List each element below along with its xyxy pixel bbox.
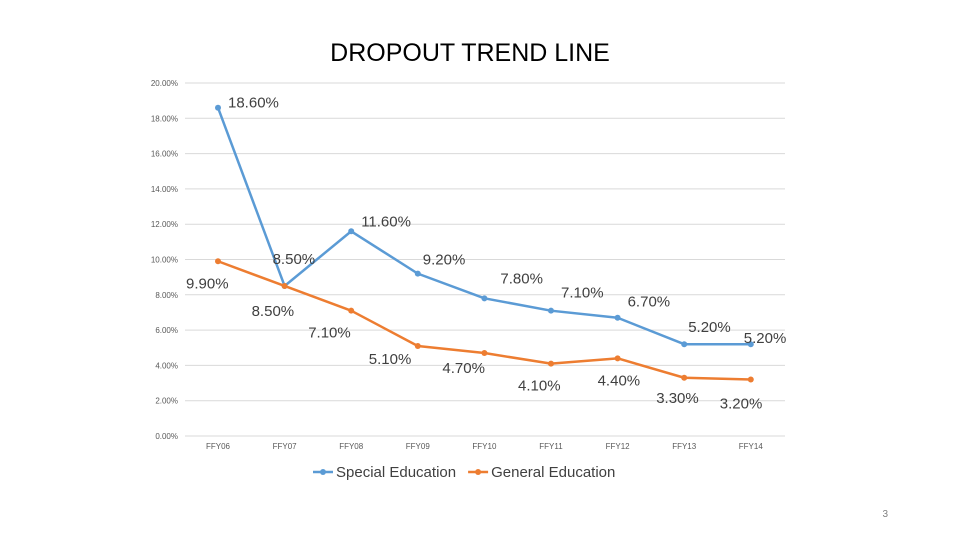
legend-item: Special Education <box>313 464 456 481</box>
data-label: 4.10% <box>518 378 561 395</box>
chart-title: DROPOUT TREND LINE <box>330 39 610 67</box>
data-label: 3.20% <box>720 396 763 413</box>
x-tick-label: FFY09 <box>406 442 431 451</box>
data-label: 18.60% <box>228 95 279 112</box>
y-tick-label: 6.00% <box>155 326 178 335</box>
data-point <box>747 376 754 383</box>
data-point <box>548 307 554 314</box>
data-label: 11.60% <box>361 213 411 230</box>
data-label: 7.80% <box>500 270 543 287</box>
y-tick-label: 14.00% <box>151 185 178 194</box>
page-number: 3 <box>882 509 888 520</box>
data-label: 8.50% <box>273 251 316 268</box>
legend-label: General Education <box>491 464 615 481</box>
data-label: 9.20% <box>423 252 466 269</box>
x-tick-label: FFY08 <box>339 442 364 451</box>
x-tick-label: FFY12 <box>606 442 631 451</box>
x-tick-label: FFY13 <box>672 442 697 451</box>
legend-marker <box>320 469 326 475</box>
series-line-0 <box>216 107 751 346</box>
data-point <box>481 350 488 357</box>
data-label: 7.10% <box>561 285 604 302</box>
x-tick-label: FFY11 <box>539 442 563 451</box>
data-label: 4.40% <box>598 372 641 389</box>
data-point <box>215 104 221 111</box>
data-point <box>414 270 421 277</box>
data-point <box>215 258 221 265</box>
data-point <box>481 295 488 302</box>
x-tick-label: FFY06 <box>206 442 231 451</box>
data-point <box>747 341 754 348</box>
data-label: 8.50% <box>252 303 295 320</box>
y-tick-label: 8.00% <box>155 291 178 300</box>
data-label: 4.70% <box>442 360 485 377</box>
y-tick-label: 4.00% <box>155 361 178 370</box>
y-tick-label: 0.00% <box>155 432 178 441</box>
y-tick-label: 10.00% <box>151 256 178 265</box>
data-point <box>614 314 621 321</box>
x-tick-label: FFY07 <box>273 442 298 451</box>
data-label: 3.30% <box>656 390 699 407</box>
data-label: 9.90% <box>186 275 229 292</box>
data-point <box>681 341 688 348</box>
x-tick-label: FFY10 <box>472 442 497 451</box>
data-label: 5.20% <box>688 319 731 336</box>
data-point <box>348 228 355 235</box>
y-tick-label: 18.00% <box>151 114 178 123</box>
y-tick-label: 20.00% <box>151 79 178 88</box>
data-point <box>614 355 621 362</box>
data-label: 5.20% <box>744 330 787 347</box>
legend-label: Special Education <box>336 464 456 481</box>
data-label: 6.70% <box>628 294 671 311</box>
y-tick-label: 2.00% <box>155 397 178 406</box>
data-point <box>681 374 688 381</box>
legend-item: General Education <box>468 464 615 481</box>
data-label: 7.10% <box>308 325 351 342</box>
data-point <box>281 282 288 289</box>
x-tick-label: FFY14 <box>739 442 764 451</box>
data-point <box>414 342 421 349</box>
data-label: 5.10% <box>369 351 412 368</box>
data-point <box>548 360 554 367</box>
legend-marker <box>475 469 482 475</box>
y-tick-label: 16.00% <box>151 150 178 159</box>
y-tick-label: 12.00% <box>151 220 178 229</box>
data-point <box>348 307 355 314</box>
